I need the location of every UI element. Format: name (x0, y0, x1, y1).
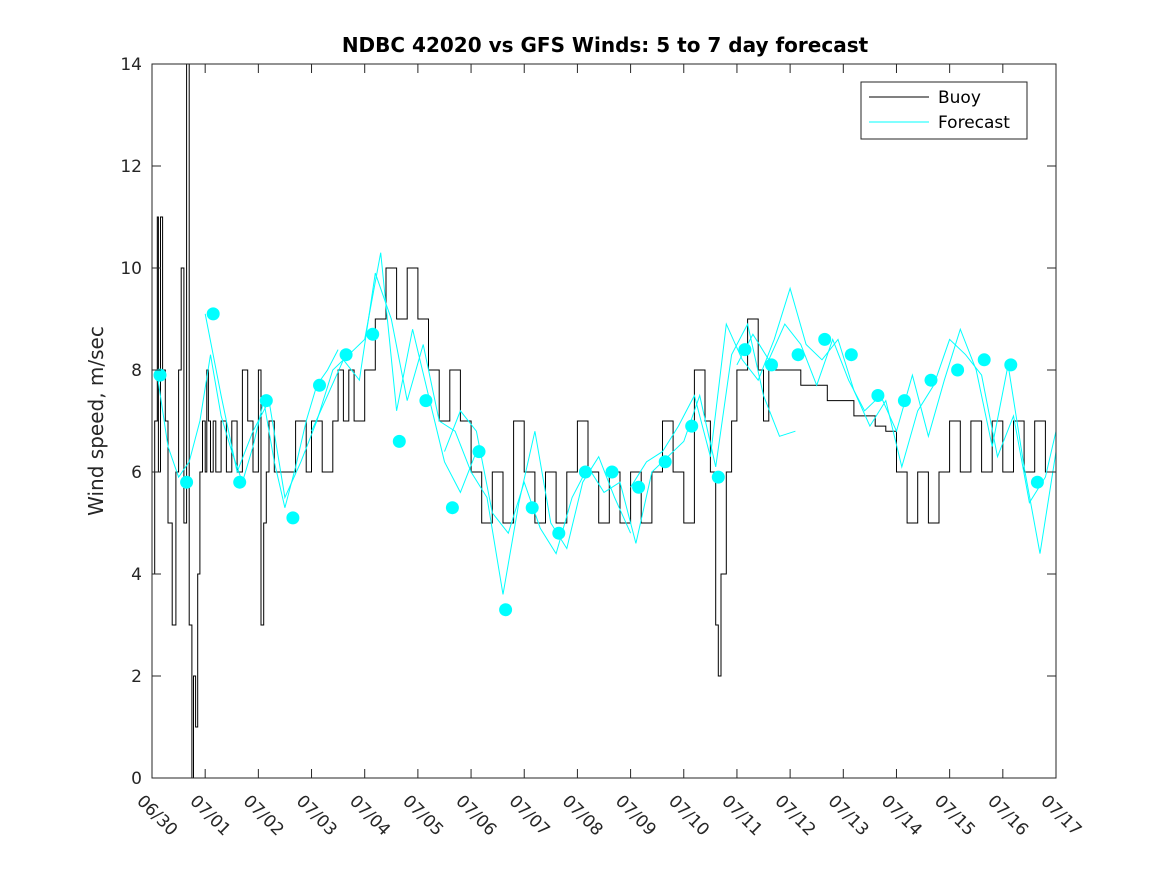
forecast-marker (951, 363, 965, 377)
forecast-marker (738, 343, 752, 357)
forecast-marker (977, 353, 991, 367)
y-tick-label: 0 (131, 769, 142, 789)
y-tick-label: 8 (131, 361, 142, 381)
forecast-marker (445, 501, 459, 515)
forecast-marker (366, 327, 380, 341)
forecast-marker (924, 373, 938, 387)
forecast-marker (685, 419, 699, 433)
y-tick-label: 10 (120, 259, 142, 279)
legend: Buoy Forecast (860, 81, 1028, 140)
legend-box (860, 81, 1028, 140)
forecast-marker (1030, 475, 1044, 489)
forecast-marker (206, 307, 220, 321)
forecast-marker (419, 394, 433, 408)
y-tick-label: 12 (120, 157, 142, 177)
forecast-marker (791, 348, 805, 362)
forecast-series-line-2 (311, 272, 632, 595)
forecast-series-line-3 (444, 322, 796, 555)
forecast-marker (286, 511, 300, 525)
forecast-marker (499, 603, 513, 617)
forecast-marker (897, 394, 911, 408)
forecast-marker (844, 348, 858, 362)
forecast-series-line-0 (156, 349, 339, 508)
y-tick-label: 2 (131, 667, 142, 687)
y-tick-label: 6 (131, 463, 142, 483)
forecast-marker (871, 389, 885, 402)
forecast-marker (711, 470, 725, 484)
chart-title: NDBC 42020 vs GFS Winds: 5 to 7 day fore… (342, 33, 869, 57)
y-tick-label: 4 (131, 565, 142, 585)
plot-area (152, 63, 1057, 779)
forecast-marker (658, 455, 672, 469)
plot-frame (151, 63, 1057, 779)
y-axis: 0 2 4 6 8 10 12 14 (120, 55, 1056, 789)
legend-label-forecast: Forecast (938, 113, 1010, 133)
forecast-marker (605, 465, 619, 479)
forecast-marker (180, 475, 194, 489)
forecast-marker (392, 434, 406, 448)
forecast-marker (1004, 358, 1018, 372)
y-axis-label: Wind speed, m/sec (84, 326, 108, 516)
forecast-marker (632, 480, 646, 494)
buoy-series-line (152, 63, 1056, 779)
legend-label-buoy: Buoy (938, 88, 981, 108)
forecast-marker (259, 394, 273, 408)
forecast-series-line-4 (630, 286, 1057, 504)
forecast-series-line-1 (204, 252, 477, 500)
forecast-marker (525, 501, 539, 515)
y-tick-label: 14 (120, 55, 142, 75)
forecast-marker (552, 526, 566, 540)
forecast-marker (233, 475, 247, 489)
forecast-marker (765, 358, 778, 372)
forecast-series-line-5 (736, 323, 1057, 554)
forecast-marker (313, 378, 326, 392)
forecast-marker (153, 368, 167, 382)
forecast-marker (818, 332, 832, 346)
forecast-marker (472, 445, 486, 459)
forecast-marker (578, 465, 592, 479)
forecast-marker (339, 348, 353, 362)
